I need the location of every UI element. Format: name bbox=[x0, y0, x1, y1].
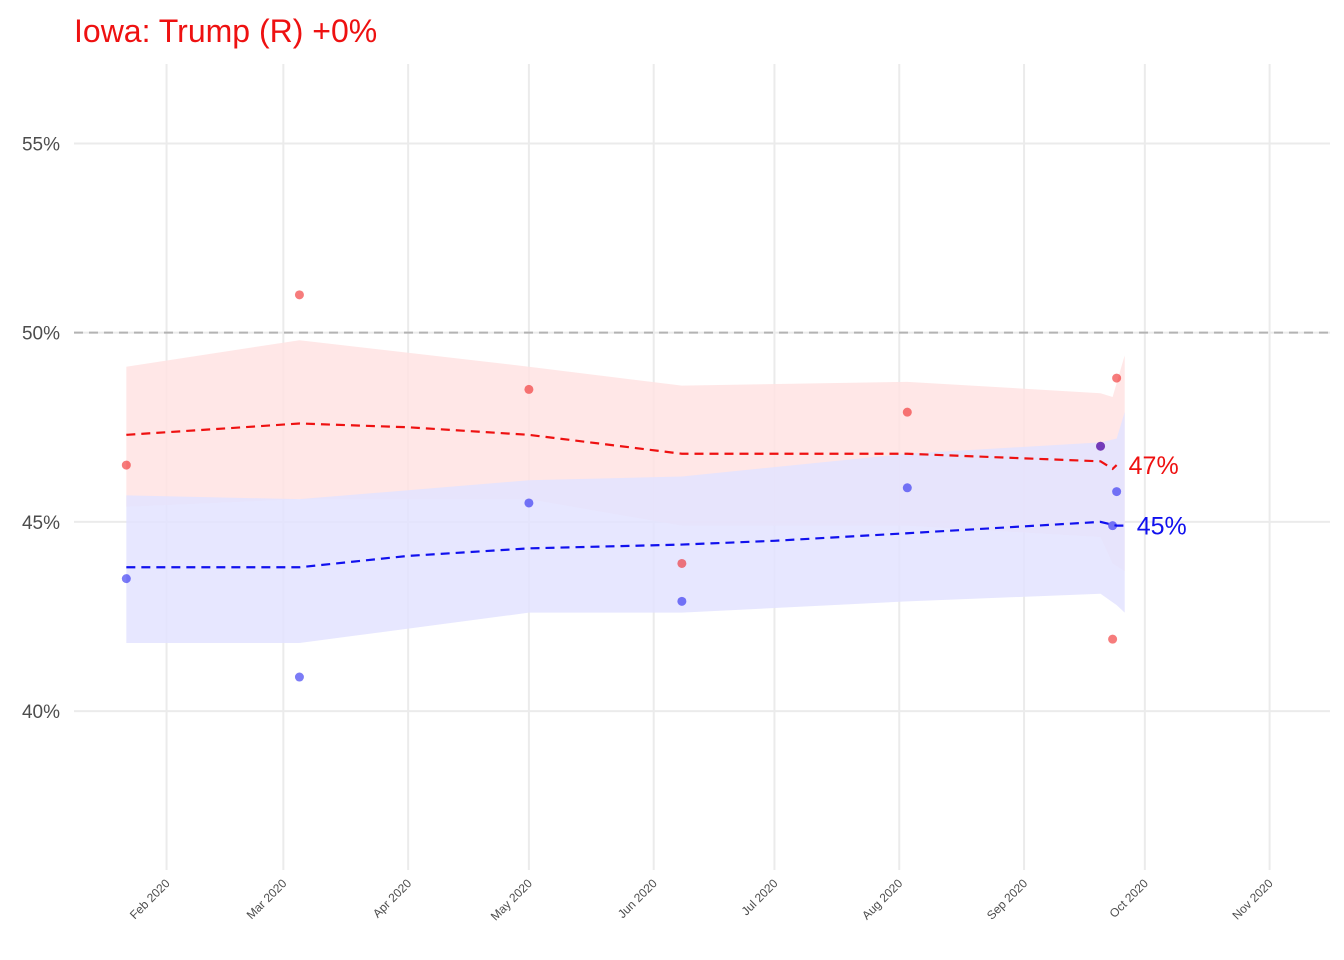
y-axis-ticks: 40% 45% 50% 55% bbox=[22, 134, 60, 723]
end-label-2: 45% bbox=[1137, 513, 1187, 541]
y-tick-label: 45% bbox=[22, 513, 60, 534]
poll-points bbox=[121, 290, 1122, 682]
trend-line-1 bbox=[126, 422, 1118, 471]
x-tick-label: Oct 2020 bbox=[1107, 876, 1152, 921]
poll-point-1 bbox=[1112, 373, 1122, 383]
y-tick-label: 50% bbox=[22, 324, 60, 345]
x-tick-label: Apr 2020 bbox=[370, 876, 415, 921]
end-label-1: 47% bbox=[1129, 452, 1179, 480]
poll-point-2 bbox=[902, 483, 912, 493]
x-tick-label: Jun 2020 bbox=[615, 876, 660, 921]
x-tick-label: Sep 2020 bbox=[984, 876, 1030, 922]
poll-point-2 bbox=[677, 596, 687, 606]
confidence-band-2 bbox=[126, 412, 1125, 643]
chart-title: Iowa: Trump (R) +0% bbox=[74, 13, 377, 49]
x-tick-label: Feb 2020 bbox=[127, 876, 173, 922]
poll-point-2 bbox=[524, 498, 534, 508]
poll-point-2 bbox=[121, 574, 131, 584]
confidence-bands bbox=[126, 340, 1125, 643]
poll-point-2 bbox=[1112, 487, 1122, 497]
end-labels: 47% 45% bbox=[1129, 452, 1187, 541]
x-tick-label: Nov 2020 bbox=[1230, 876, 1276, 922]
poll-point-1 bbox=[121, 460, 131, 470]
poll-point-2 bbox=[1096, 441, 1106, 451]
poll-point-1 bbox=[524, 384, 534, 394]
poll-point-2 bbox=[294, 672, 304, 682]
poll-point-1 bbox=[1108, 634, 1118, 644]
poll-point-1 bbox=[902, 407, 912, 417]
x-tick-label: Mar 2020 bbox=[244, 876, 290, 922]
y-tick-label: 40% bbox=[22, 702, 60, 723]
x-tick-label: May 2020 bbox=[488, 876, 535, 923]
x-axis-ticks: Feb 2020 Mar 2020 Apr 2020 May 2020 Jun 2020… bbox=[127, 876, 1276, 923]
x-tick-label: Jul 2020 bbox=[739, 876, 781, 918]
poll-point-1 bbox=[677, 558, 687, 568]
x-tick-label: Aug 2020 bbox=[859, 876, 905, 922]
poll-point-1 bbox=[294, 290, 304, 300]
y-tick-label: 55% bbox=[22, 134, 60, 155]
poll-point-2 bbox=[1108, 521, 1118, 531]
